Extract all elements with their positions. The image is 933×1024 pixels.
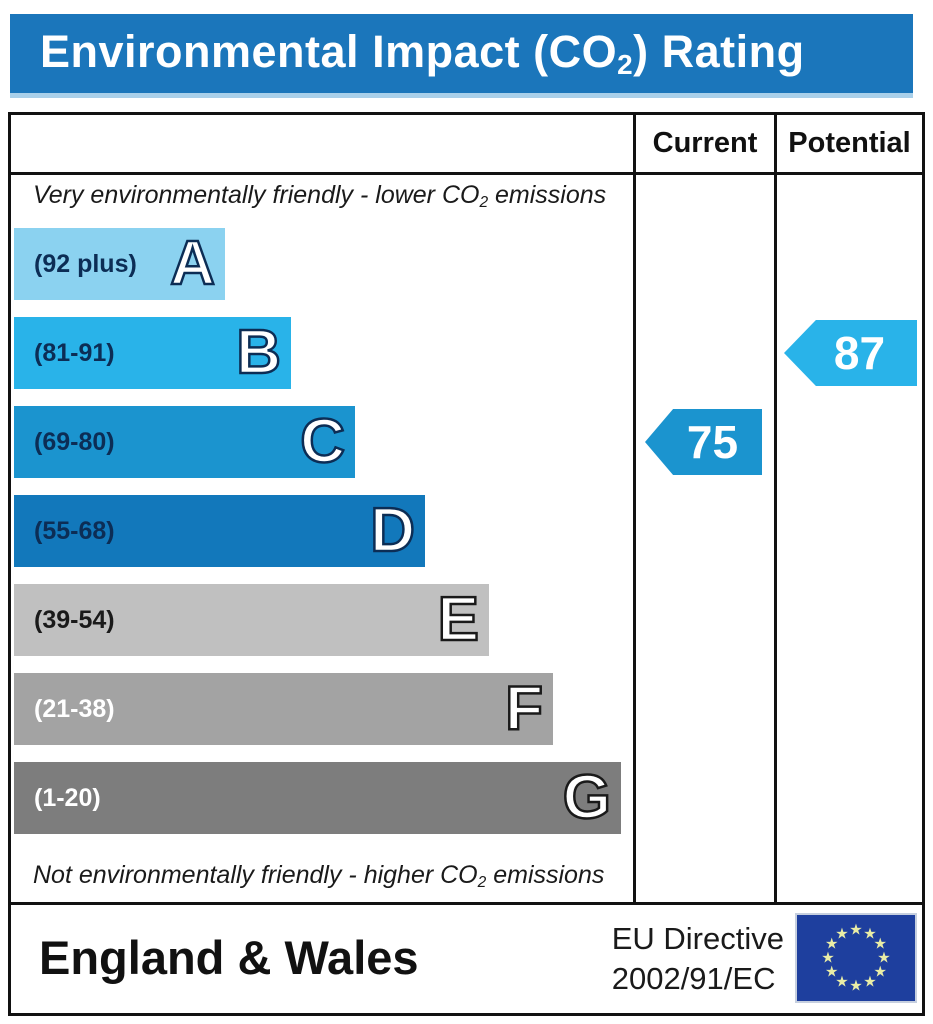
band-range-label: (69-80) <box>34 427 115 456</box>
rating-chart-frame: Very environmentally friendly - lower CO… <box>8 112 925 1016</box>
band-letter: C <box>299 406 346 478</box>
eu-flag-star: ★ <box>821 950 834 967</box>
eu-directive-label: EU Directive 2002/91/EC <box>612 919 784 1000</box>
eu-flag-star: ★ <box>835 925 848 942</box>
page-title: Environmental Impact (CO2) Rating <box>40 26 805 80</box>
potential-column-header: Potential <box>777 115 922 175</box>
band-letter: F <box>504 673 544 745</box>
bands-column-header <box>11 115 633 175</box>
potential-column: Potential 87 <box>774 115 922 902</box>
bands-column: Very environmentally friendly - lower CO… <box>11 115 633 902</box>
eu-directive-line2: 2002/91/EC <box>611 961 776 997</box>
band-range-label: (39-54) <box>34 605 115 634</box>
eu-flag-star: ★ <box>825 936 838 953</box>
potential-rating-arrow: 87 <box>784 320 917 386</box>
band-D: (55-68) D <box>14 495 425 567</box>
top-note: Very environmentally friendly - lower CO… <box>33 181 607 211</box>
band-G: (1-20) G <box>14 762 621 834</box>
bottom-note: Not environmentally friendly - higher CO… <box>33 861 605 891</box>
band-letter: A <box>169 228 216 300</box>
eu-directive-line1: EU Directive <box>611 921 784 956</box>
eu-flag-star: ★ <box>825 964 838 981</box>
eu-flag-star: ★ <box>849 922 862 939</box>
band-range-label: (21-38) <box>34 694 115 723</box>
chart-area: Very environmentally friendly - lower CO… <box>11 115 922 905</box>
eu-flag-star: ★ <box>874 964 887 981</box>
band-range-label: (92 plus) <box>34 249 137 278</box>
eu-flag-icon: ★ ★★★★★★★★★★★ <box>795 913 917 1003</box>
footer: England & Wales EU Directive 2002/91/EC … <box>11 905 922 1010</box>
region-label: England & Wales <box>39 931 419 984</box>
title-banner: Environmental Impact (CO2) Rating <box>10 14 913 98</box>
band-letter: E <box>436 584 480 656</box>
band-range-label: (55-68) <box>34 516 115 545</box>
current-column: Current 75 <box>633 115 774 902</box>
eu-flag-star: ★ <box>863 925 876 942</box>
band-C: (69-80) C <box>14 406 355 478</box>
eu-flag-star: ★ <box>877 950 890 967</box>
band-B: (81-91) B <box>14 317 291 389</box>
title-subscript: 2 <box>617 48 634 80</box>
band-range-label: (1-20) <box>34 783 101 812</box>
band-letter: B <box>235 317 282 389</box>
band-E: (39-54) E <box>14 584 489 656</box>
eu-flag-star: ★ <box>863 974 876 991</box>
band-F: (21-38) F <box>14 673 553 745</box>
current-rating-arrow: 75 <box>645 409 762 475</box>
band-letter: D <box>369 495 416 567</box>
band-A: (92 plus) A <box>14 228 225 300</box>
band-range-label: (81-91) <box>34 338 115 367</box>
eu-flag-star: ★ <box>835 974 848 991</box>
band-letter: G <box>562 762 613 834</box>
current-column-header: Current <box>636 115 774 175</box>
eu-flag-star: ★ <box>849 978 862 995</box>
eu-flag-star: ★ <box>874 936 887 953</box>
